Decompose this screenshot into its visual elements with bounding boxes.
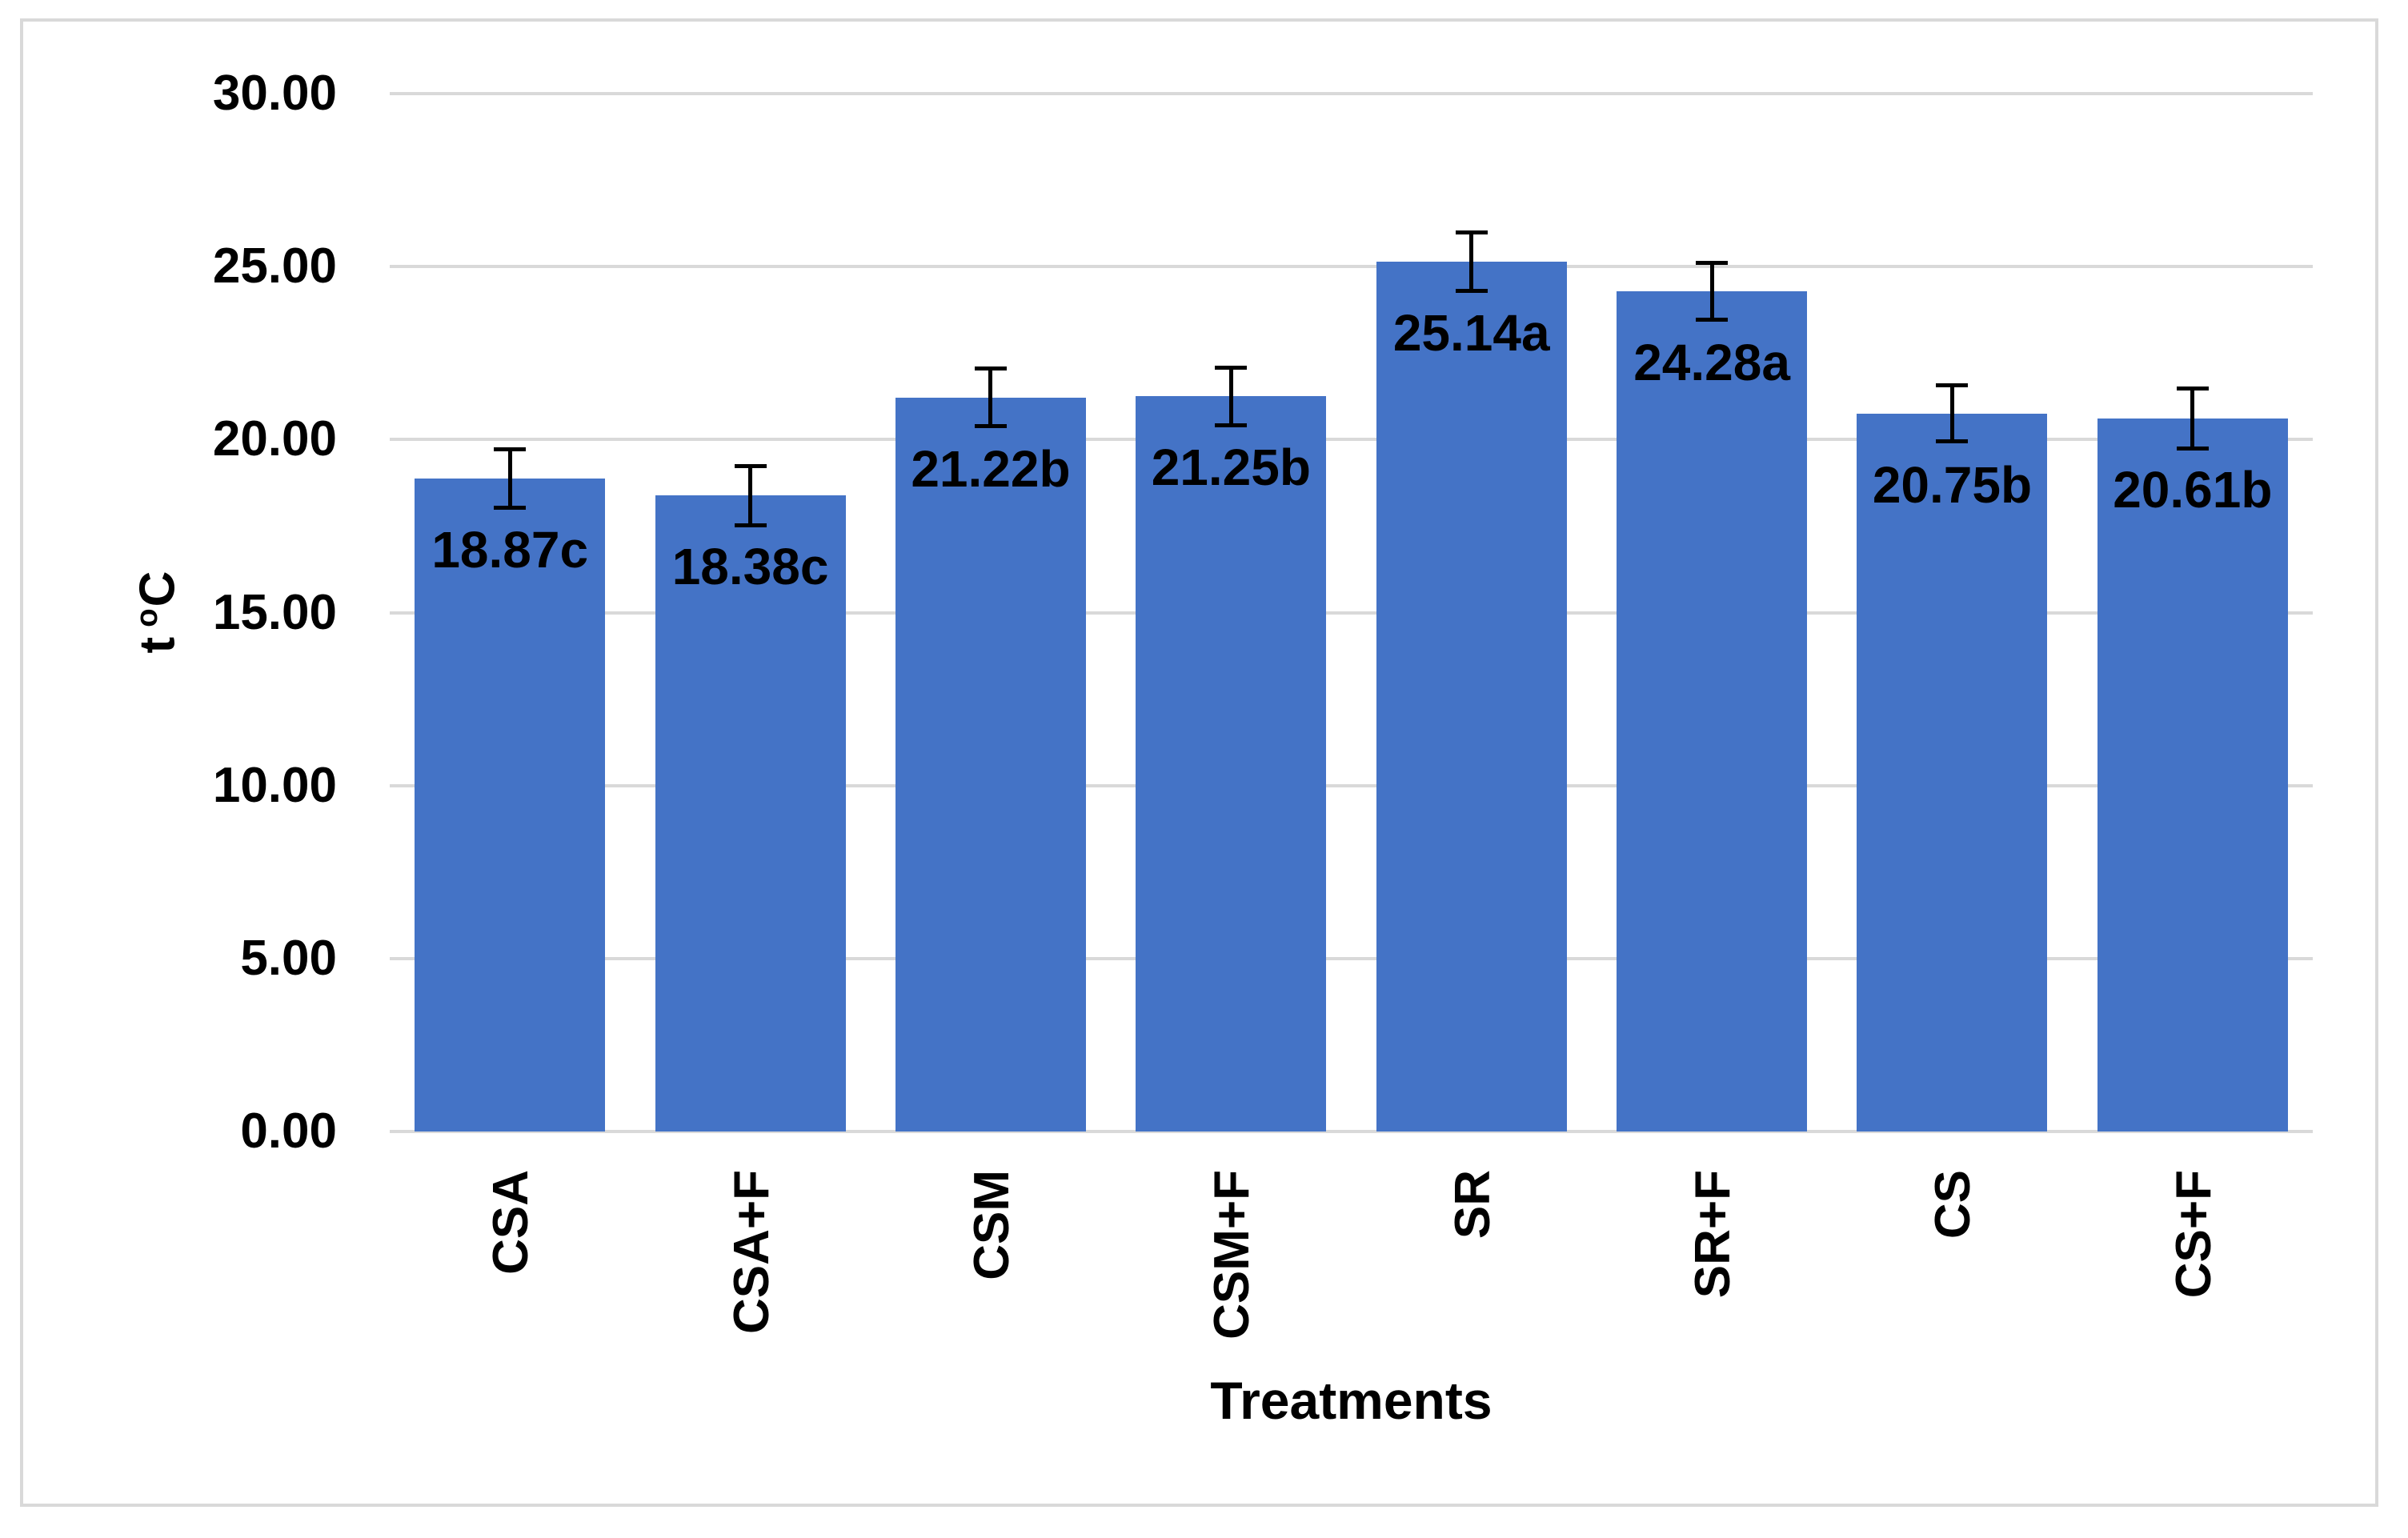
gridline (390, 611, 2313, 615)
y-axis-tick-label: 20.00 (212, 411, 337, 467)
error-bar-line (1469, 232, 1474, 291)
error-bar-top-cap (1696, 261, 1729, 266)
error-bar-bottom-cap (1455, 288, 1488, 293)
bar (1376, 262, 1567, 1131)
gridline (390, 438, 2313, 442)
error-bar-bottom-cap (1215, 423, 1248, 427)
y-axis-title-prefix: t (130, 636, 186, 654)
gridline (390, 265, 2313, 269)
error-bar-line (1228, 366, 1233, 426)
bar (655, 495, 846, 1131)
y-axis-tick-label: 5.00 (240, 930, 337, 986)
error-bar-bottom-cap (734, 523, 767, 527)
bar (895, 397, 1086, 1131)
error-bar-bottom-cap (1696, 318, 1729, 322)
error-bar-bottom-cap (2176, 446, 2209, 451)
error-bar-line (507, 449, 512, 508)
y-axis-tick-label: 10.00 (212, 757, 337, 813)
y-axis-tick-label: 30.00 (212, 66, 337, 121)
bar (1857, 413, 2048, 1131)
y-axis-title: toC (119, 492, 186, 732)
y-axis-title-suffix: C (130, 571, 186, 607)
bar (2097, 418, 2288, 1131)
y-axis-tick-label: 0.00 (240, 1103, 337, 1159)
error-bar-top-cap (1936, 383, 1969, 388)
bar-data-label: 18.87c (431, 521, 589, 579)
error-bar-top-cap (494, 447, 527, 452)
bar-data-label: 21.22b (911, 439, 1071, 498)
bar-data-label: 24.28a (1633, 334, 1790, 392)
bar-data-label: 18.38c (671, 538, 829, 596)
chart-frame: 0.00 5.00 10.00 15.00 20.00 25.00 30.00 18.87c… (20, 18, 2378, 1507)
x-axis-title: Treatments (1210, 1371, 1492, 1430)
error-bar-bottom-cap (974, 423, 1007, 428)
bar (415, 479, 606, 1131)
y-axis-title-superscript: o (130, 608, 164, 627)
gridline (390, 1130, 2313, 1133)
error-bar-line (2190, 388, 2195, 449)
error-bar-top-cap (974, 366, 1007, 371)
error-bar-line (988, 368, 993, 427)
error-bar-top-cap (2176, 387, 2209, 391)
gridline (390, 956, 2313, 960)
error-bar-line (1709, 262, 1714, 321)
bar (1136, 396, 1327, 1131)
bar-data-label: 25.14a (1392, 304, 1550, 362)
error-bar-bottom-cap (494, 505, 527, 510)
y-axis-tick-label: 15.00 (212, 584, 337, 640)
bar-data-label: 20.75b (1872, 455, 2033, 514)
bar (1617, 291, 1808, 1131)
error-bar-top-cap (1455, 230, 1488, 235)
gridline (390, 783, 2313, 787)
error-bar-line (1949, 385, 1954, 443)
error-bar-top-cap (734, 463, 767, 468)
bar-data-label: 20.61b (2113, 460, 2273, 519)
error-bar-bottom-cap (1936, 439, 1969, 444)
gridline (390, 92, 2313, 95)
error-bar-top-cap (1215, 365, 1248, 370)
error-bar-line (748, 465, 753, 526)
bar-data-label: 21.25b (1151, 439, 1311, 497)
y-axis-tick-label: 25.00 (212, 238, 337, 294)
